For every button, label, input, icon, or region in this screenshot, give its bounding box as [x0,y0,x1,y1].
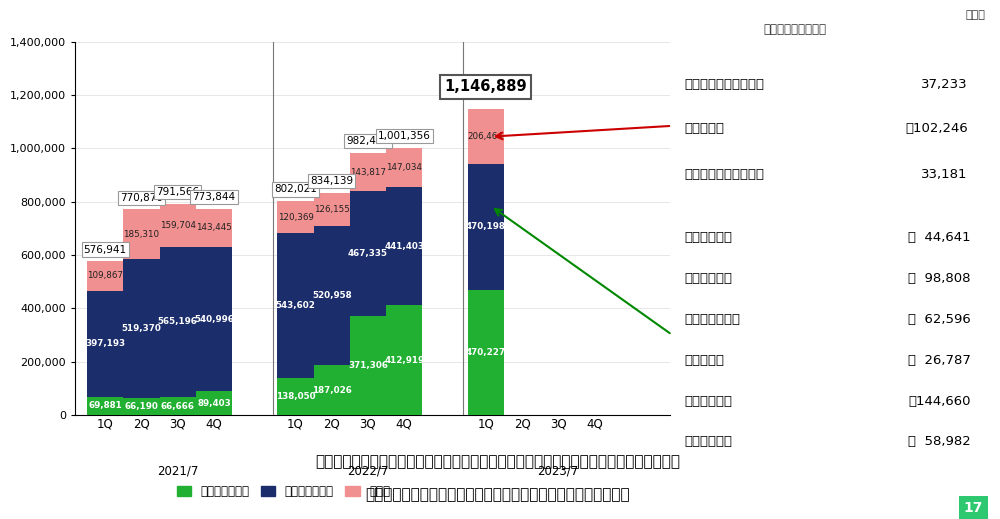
Text: 33,181: 33,181 [921,168,968,181]
Bar [196,247,232,391]
Text: 470,198: 470,198 [466,223,506,231]
Text: 143,817: 143,817 [350,168,386,176]
Text: 802,021: 802,021 [274,184,317,195]
Text: 等が伸びて他の減少を補う。主力ニューモ育毛剤は再び増加へ。: 等が伸びて他の減少を補う。主力ニューモ育毛剤は再び増加へ。 [366,487,630,502]
Text: カラーシャンプー　：: カラーシャンプー ： [684,168,764,181]
Text: 187,026: 187,026 [312,386,352,395]
Text: 982,458: 982,458 [346,136,390,146]
Text: 467,335: 467,335 [348,249,388,258]
Text: 206,464: 206,464 [468,132,504,141]
Bar [277,378,314,415]
Text: 470,227: 470,227 [466,348,506,357]
Bar [386,187,422,305]
Text: ロートＶ５: ロートＶ５ [684,353,724,366]
Text: 2021/7: 2021/7 [157,465,198,477]
Text: ：  44,641: ： 44,641 [908,231,971,244]
Text: 109,867: 109,867 [87,271,123,280]
Bar [350,153,386,192]
Bar [350,316,386,415]
Bar [196,391,232,415]
Text: 37,233: 37,233 [921,78,968,91]
Text: 540,996: 540,996 [194,315,234,324]
Text: 69,881: 69,881 [88,401,122,411]
Bar [160,398,196,415]
Bar [277,233,314,378]
Text: 新製品キュラシリーズ、カラーシャンプーに加え、既存製品のまつ毛美容液、ランシェル: 新製品キュラシリーズ、カラーシャンプーに加え、既存製品のまつ毛美容液、ランシェル [316,454,680,469]
Text: まつ毛美容液: まつ毛美容液 [684,272,732,285]
Text: 519,370: 519,370 [122,324,161,333]
Text: 147,034: 147,034 [386,163,422,172]
Bar [123,210,160,259]
Bar [468,109,504,164]
Legend: サプリ・その他, ニューモ育毛剤, 化粧品: サプリ・その他, ニューモ育毛剤, 化粧品 [172,480,395,503]
Bar [87,291,123,397]
Bar [277,201,314,233]
Text: シボラナイト: シボラナイト [684,394,732,407]
Text: 520,958: 520,958 [312,291,352,301]
Text: ランシェル: ランシェル [684,122,724,135]
Text: 770,870: 770,870 [120,193,163,203]
Text: キュラシリーズ: キュラシリーズ [684,313,740,326]
Text: 2023/7: 2023/7 [538,465,579,477]
Bar [350,192,386,316]
Text: 159,704: 159,704 [160,221,196,230]
Text: 412,919: 412,919 [384,356,424,364]
Bar [87,261,123,291]
Bar [123,398,160,415]
Text: 1,001,356: 1,001,356 [378,131,431,141]
Bar [468,164,504,290]
Text: 773,844: 773,844 [192,192,235,202]
Text: 17: 17 [964,501,983,515]
Text: ：144,660: ：144,660 [908,394,971,407]
Text: 565,196: 565,196 [158,318,198,326]
Bar [123,259,160,398]
Text: （件）: （件） [965,10,985,20]
Text: 66,666: 66,666 [161,402,195,411]
Text: ラクトロン錠: ラクトロン錠 [684,435,732,448]
Text: ：  98,808: ： 98,808 [908,272,971,285]
Bar [468,290,504,415]
Bar [314,365,350,415]
Text: 543,602: 543,602 [276,302,315,310]
Text: 120,369: 120,369 [278,213,313,222]
Text: 834,139: 834,139 [310,176,353,186]
Text: 185,310: 185,310 [123,230,160,239]
Bar [87,397,123,415]
Text: 89,403: 89,403 [197,399,231,408]
Text: ：  58,982: ： 58,982 [908,435,971,448]
Text: 138,050: 138,050 [276,392,315,401]
Text: 主な定期顧客の内訳: 主な定期顧客の内訳 [764,23,826,36]
Bar [160,204,196,247]
Text: エアカラーフォーム：: エアカラーフォーム： [684,78,764,91]
Text: 441,403: 441,403 [384,241,424,251]
Bar [160,247,196,398]
Text: ：102,246: ：102,246 [905,122,968,135]
Bar [314,226,350,365]
Text: 791,566: 791,566 [156,187,199,197]
Text: 66,190: 66,190 [125,402,158,411]
Bar [386,305,422,415]
Text: ：  26,787: ： 26,787 [908,353,971,366]
Text: 2022/7: 2022/7 [347,465,389,477]
Text: 126,155: 126,155 [314,205,350,214]
Bar [386,148,422,187]
Text: 1,146,889: 1,146,889 [444,79,527,94]
Bar [196,209,232,247]
Text: 371,306: 371,306 [348,361,388,370]
Text: ：  62,596: ： 62,596 [908,313,971,326]
Text: 143,445: 143,445 [196,223,232,233]
Bar [314,193,350,226]
Text: 397,193: 397,193 [85,339,125,348]
Text: 576,941: 576,941 [84,244,127,254]
Text: タマゴサミン: タマゴサミン [684,231,732,244]
